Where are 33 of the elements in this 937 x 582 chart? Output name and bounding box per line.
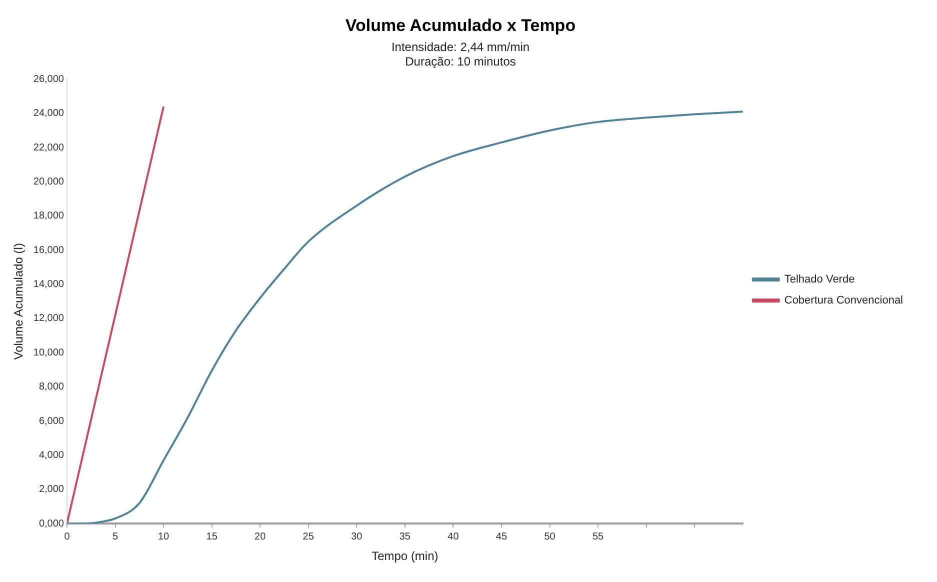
y-tick-label: 6,000 — [38, 416, 64, 427]
y-tick-label: 22,000 — [33, 142, 64, 154]
y-tick-label: 18,000 — [33, 210, 64, 222]
x-tick-label: 30 — [351, 531, 363, 542]
y-tick-label: 24,000 — [33, 108, 64, 120]
x-tick-label: 5 — [112, 531, 118, 542]
x-tick-label: 45 — [496, 531, 508, 542]
y-tick-label: 8,000 — [38, 382, 64, 393]
legend-label: Cobertura Convencional — [784, 294, 904, 307]
y-tick-label: 12,000 — [33, 313, 64, 324]
x-tick-label: 25 — [302, 531, 314, 542]
x-tick-label: 20 — [254, 531, 266, 542]
y-tick-label: 4,000 — [38, 450, 64, 461]
y-tick-label: 14,000 — [33, 279, 64, 290]
x-axis-title: Tempo (min) — [372, 549, 438, 564]
x-tick-label: 0 — [64, 531, 70, 542]
line-series — [66, 110, 743, 524]
chart-subtitle: Intensidade: 2,44 mm/min Duração: 10 minutos — [391, 40, 530, 68]
x-tick-label: 10 — [158, 531, 170, 542]
x-tick-label: 40 — [448, 531, 460, 542]
legend-label: Telhado Verde — [784, 274, 855, 286]
y-tick-label: 26,000 — [33, 74, 64, 85]
y-tick-label: 16,000 — [33, 244, 64, 256]
y-axis-title: Volume Acumulado (l) — [12, 243, 26, 360]
y-tick-label: 0,000 — [38, 518, 64, 530]
chart-title: Volume Acumulado x Tempo — [345, 16, 576, 35]
x-tick-label: 15 — [206, 531, 218, 542]
x-tick-label: 50 — [544, 531, 556, 542]
x-tick-label: 35 — [399, 531, 411, 542]
y-tick-label: 20,000 — [33, 176, 64, 188]
y-tick-label: 10,000 — [33, 347, 64, 358]
y-tick-label: 2,000 — [38, 484, 64, 496]
x-tick-label: 55 — [592, 531, 604, 542]
